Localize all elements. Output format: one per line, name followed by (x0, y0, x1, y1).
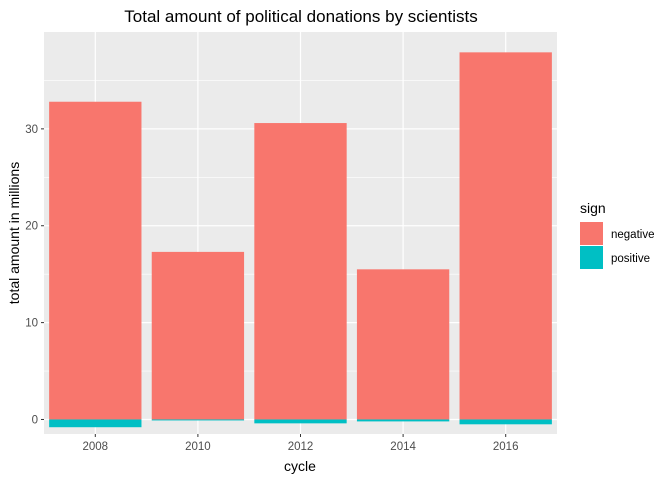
x-tick-label: 2014 (390, 441, 416, 453)
legend-key-positive (580, 246, 603, 269)
legend-label-negative: negative (611, 229, 654, 241)
bar-negative-2014 (356, 269, 450, 420)
bar-positive-2008 (49, 419, 142, 428)
y-axis-label: total amount in millions (6, 162, 22, 304)
x-tick-label: 2012 (288, 441, 314, 453)
bar-positive-2012 (254, 419, 347, 424)
bar-negative-2008 (49, 101, 142, 420)
legend: sign negative positive (580, 200, 654, 269)
bars (49, 52, 552, 428)
y-tick-label: 30 (25, 124, 38, 136)
chart-title: Total amount of political donations by s… (124, 7, 477, 26)
x-tick-label: 2016 (493, 441, 519, 453)
y-axis-ticks: 0 10 20 30 (25, 124, 44, 426)
legend-key-negative (580, 222, 603, 245)
bar-negative-2016 (459, 52, 552, 420)
x-tick-label: 2010 (185, 441, 211, 453)
bar-positive-2014 (356, 419, 450, 422)
legend-label-positive: positive (611, 253, 650, 265)
y-tick-label: 20 (25, 221, 38, 233)
y-tick-label: 10 (25, 318, 38, 330)
y-tick-label: 0 (32, 414, 38, 426)
x-axis-ticks: 2008 2010 2012 2014 2016 (83, 434, 519, 453)
x-axis-label: cycle (284, 458, 316, 474)
bar-negative-2012 (254, 123, 347, 420)
bar-positive-2010 (151, 419, 245, 421)
x-tick-label: 2008 (83, 441, 109, 453)
legend-title: sign (580, 200, 606, 216)
bar-negative-2010 (151, 251, 245, 420)
bar-positive-2016 (459, 419, 552, 425)
